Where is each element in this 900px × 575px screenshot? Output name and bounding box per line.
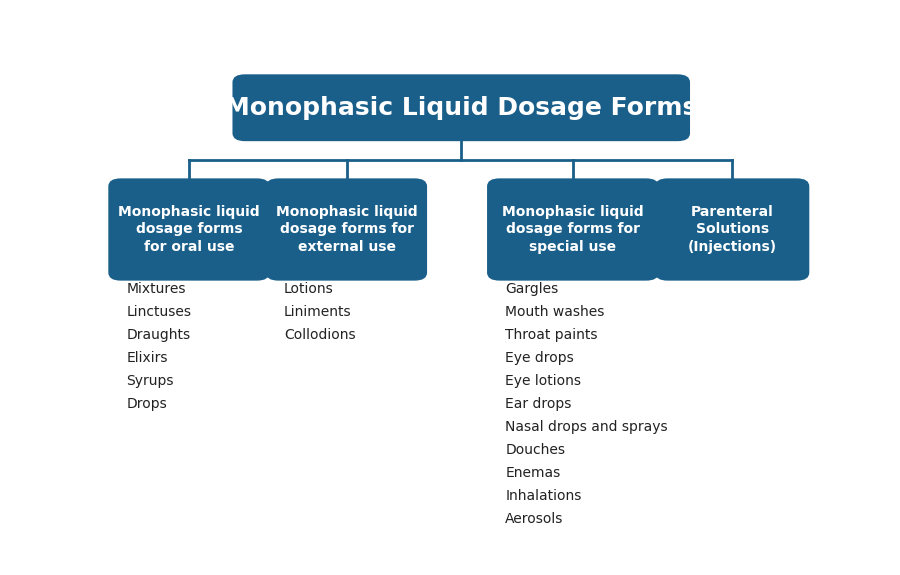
Text: Nasal drops and sprays: Nasal drops and sprays bbox=[505, 420, 668, 434]
Text: Enemas: Enemas bbox=[505, 466, 561, 480]
Text: Throat paints: Throat paints bbox=[505, 328, 598, 342]
Text: Monophasic liquid
dosage forms for
special use: Monophasic liquid dosage forms for speci… bbox=[502, 205, 644, 254]
Text: Draughts: Draughts bbox=[126, 328, 191, 342]
Text: Inhalations: Inhalations bbox=[505, 489, 581, 503]
Text: Elixirs: Elixirs bbox=[126, 351, 168, 365]
Text: Gargles: Gargles bbox=[505, 282, 558, 296]
FancyBboxPatch shape bbox=[266, 178, 428, 281]
Text: Liniments: Liniments bbox=[284, 305, 352, 319]
Text: Monophasic Liquid Dosage Forms: Monophasic Liquid Dosage Forms bbox=[225, 96, 698, 120]
Text: Monophasic liquid
dosage forms
for oral use: Monophasic liquid dosage forms for oral … bbox=[118, 205, 260, 254]
Text: Parenteral
Solutions
(Injections): Parenteral Solutions (Injections) bbox=[688, 205, 777, 254]
Text: Syrups: Syrups bbox=[126, 374, 174, 388]
Text: Douches: Douches bbox=[505, 443, 565, 457]
FancyBboxPatch shape bbox=[108, 178, 269, 281]
FancyBboxPatch shape bbox=[655, 178, 809, 281]
Text: Lotions: Lotions bbox=[284, 282, 334, 296]
Text: Linctuses: Linctuses bbox=[126, 305, 192, 319]
Text: Collodions: Collodions bbox=[284, 328, 356, 342]
Text: Drops: Drops bbox=[126, 397, 167, 411]
FancyBboxPatch shape bbox=[487, 178, 659, 281]
Text: Eye lotions: Eye lotions bbox=[505, 374, 581, 388]
Text: Mouth washes: Mouth washes bbox=[505, 305, 605, 319]
Text: Mixtures: Mixtures bbox=[126, 282, 186, 296]
Text: Eye drops: Eye drops bbox=[505, 351, 574, 365]
Text: Aerosols: Aerosols bbox=[505, 512, 563, 526]
Text: Monophasic liquid
dosage forms for
external use: Monophasic liquid dosage forms for exter… bbox=[275, 205, 418, 254]
Text: Ear drops: Ear drops bbox=[505, 397, 572, 411]
FancyBboxPatch shape bbox=[232, 74, 690, 141]
